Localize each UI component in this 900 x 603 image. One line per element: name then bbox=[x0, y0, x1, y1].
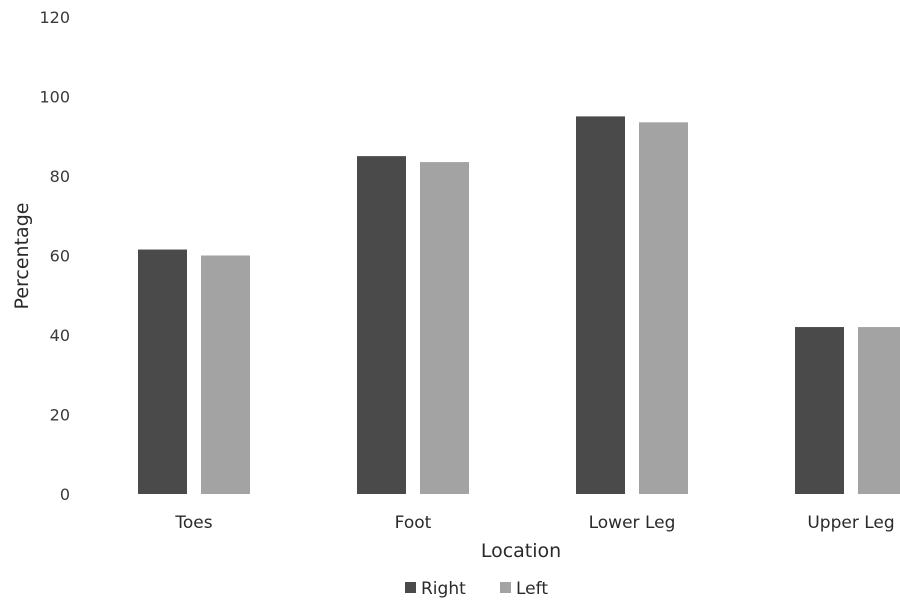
x-axis-title: Location bbox=[481, 540, 561, 562]
y-tick-label: 40 bbox=[50, 326, 70, 345]
bar-right-toes bbox=[138, 249, 187, 494]
x-tick-label: Upper Leg bbox=[807, 513, 894, 533]
y-axis-ticks: 0 20 40 60 80 100 120 bbox=[39, 8, 70, 504]
bar-left-lower-leg bbox=[639, 122, 688, 495]
bar-left-upper-leg bbox=[858, 327, 900, 494]
y-tick-label: 80 bbox=[50, 167, 70, 186]
bar-right-upper-leg bbox=[795, 327, 844, 494]
x-axis-categories: Toes Foot Lower Leg Upper Leg bbox=[174, 513, 894, 533]
y-tick-label: 60 bbox=[50, 247, 70, 266]
x-tick-label: Toes bbox=[174, 513, 212, 533]
y-tick-label: 100 bbox=[39, 88, 70, 107]
bar-right-lower-leg bbox=[576, 116, 625, 494]
y-tick-label: 120 bbox=[39, 8, 70, 27]
legend-swatch-left bbox=[500, 582, 511, 593]
y-tick-label: 20 bbox=[50, 406, 70, 425]
legend: Right Left bbox=[405, 579, 548, 599]
y-tick-label: 0 bbox=[60, 485, 70, 504]
bar-left-foot bbox=[420, 162, 469, 494]
legend-label-left: Left bbox=[516, 579, 548, 599]
y-axis-title: Percentage bbox=[11, 203, 33, 310]
bar-left-toes bbox=[201, 255, 250, 494]
bars bbox=[138, 116, 900, 495]
legend-swatch-right bbox=[405, 582, 416, 593]
legend-label-right: Right bbox=[421, 579, 466, 599]
bar-right-foot bbox=[357, 156, 406, 494]
x-tick-label: Foot bbox=[395, 513, 432, 533]
x-tick-label: Lower Leg bbox=[589, 513, 676, 533]
